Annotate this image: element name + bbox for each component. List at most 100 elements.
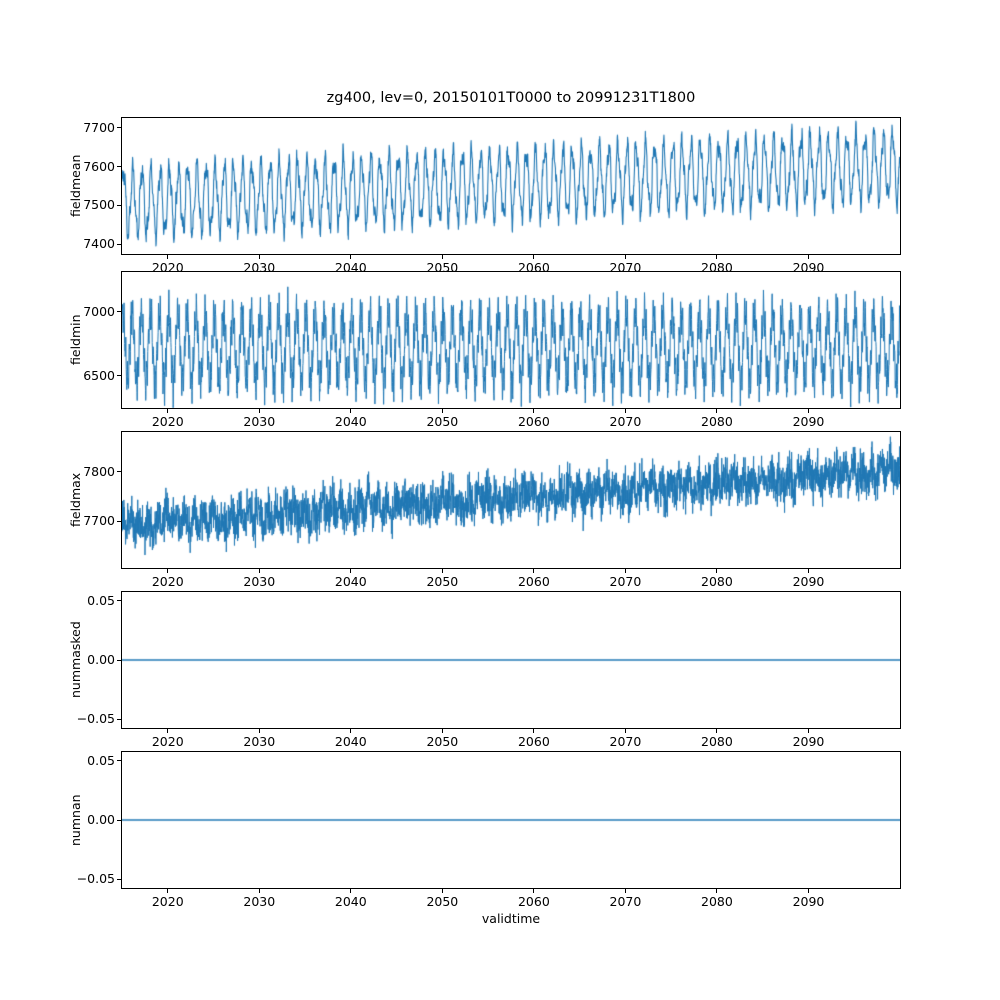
x-tick-mark (258, 255, 260, 259)
x-tick-mark (624, 729, 626, 733)
x-tick-label: 2060 (517, 894, 550, 909)
x-tick-mark (533, 729, 535, 733)
y-tick-mark (117, 204, 121, 206)
x-tick-label: 2080 (701, 894, 733, 909)
x-tick-label: 2040 (334, 574, 367, 589)
x-tick-label: 2090 (792, 734, 825, 749)
y-axis-label-fieldmax: fieldmax (68, 472, 83, 528)
x-tick-mark (350, 889, 352, 893)
y-tick-mark (117, 243, 121, 245)
nummasked-line-canvas (122, 592, 900, 728)
x-tick-mark (533, 569, 535, 573)
y-tick-mark (117, 520, 121, 522)
x-tick-mark (807, 569, 809, 573)
y-tick-label: 7400 (83, 236, 115, 252)
x-tick-label: 2070 (609, 574, 642, 589)
y-tick-label: −0.05 (76, 711, 115, 727)
y-tick-mark (117, 600, 121, 602)
x-tick-label: 2060 (517, 734, 550, 749)
x-tick-mark (167, 729, 169, 733)
subplot-fieldmin (121, 271, 901, 409)
y-tick-mark (117, 127, 121, 129)
x-tick-mark (441, 255, 443, 259)
subplot-fieldmean (121, 117, 901, 255)
x-tick-label: 2030 (243, 414, 276, 429)
subplot-fieldmax (121, 431, 901, 569)
x-tick-label: 2040 (334, 414, 367, 429)
x-tick-mark (807, 255, 809, 259)
y-tick-label: 7000 (83, 303, 115, 319)
x-tick-mark (533, 889, 535, 893)
fieldmean-line-canvas (122, 118, 900, 254)
y-tick-label: 7500 (83, 197, 115, 213)
x-tick-label: 2040 (334, 734, 367, 749)
y-tick-label: 6500 (83, 367, 115, 383)
y-tick-mark (117, 471, 121, 473)
y-axis-label-fieldmean: fieldmean (68, 154, 83, 218)
y-tick-mark (117, 311, 121, 313)
y-tick-mark (117, 760, 121, 762)
x-tick-label: 2030 (243, 734, 276, 749)
x-tick-label: 2070 (609, 894, 642, 909)
y-tick-label: 0.05 (87, 752, 115, 768)
x-tick-mark (258, 889, 260, 893)
y-tick-mark (117, 878, 121, 880)
y-tick-mark (117, 166, 121, 168)
x-tick-label: 2020 (151, 574, 184, 589)
x-tick-label: 2080 (701, 414, 733, 429)
x-tick-mark (167, 255, 169, 259)
x-tick-mark (258, 729, 260, 733)
x-tick-mark (533, 255, 535, 259)
x-tick-mark (258, 569, 260, 573)
x-tick-mark (624, 889, 626, 893)
x-tick-label: 2030 (243, 894, 276, 909)
x-tick-mark (350, 255, 352, 259)
x-tick-label: 2070 (609, 734, 642, 749)
x-tick-mark (807, 889, 809, 893)
x-tick-mark (716, 569, 718, 573)
x-tick-label: 2070 (609, 414, 642, 429)
y-tick-label: 0.00 (87, 812, 115, 827)
x-tick-mark (441, 569, 443, 573)
x-tick-mark (624, 569, 626, 573)
x-tick-label: 2080 (701, 734, 733, 749)
y-tick-label: −0.05 (76, 871, 115, 887)
subplot-nummasked (121, 591, 901, 729)
x-tick-mark (624, 409, 626, 413)
x-axis-label: validtime (481, 911, 541, 926)
y-tick-mark (117, 718, 121, 720)
x-tick-mark (807, 409, 809, 413)
x-tick-label: 2080 (701, 574, 733, 589)
x-tick-label: 2050 (426, 734, 459, 749)
x-tick-label: 2090 (792, 414, 825, 429)
x-tick-label: 2050 (426, 414, 459, 429)
x-tick-mark (441, 729, 443, 733)
y-tick-label: 0.00 (87, 652, 115, 667)
x-tick-label: 2050 (426, 574, 459, 589)
x-tick-label: 2090 (792, 894, 825, 909)
y-tick-label: 7700 (83, 119, 115, 135)
x-tick-mark (441, 409, 443, 413)
y-tick-label: 0.05 (87, 592, 115, 608)
y-tick-mark (117, 659, 121, 661)
x-tick-label: 2020 (151, 734, 184, 749)
y-tick-label: 7800 (83, 463, 115, 479)
x-tick-mark (350, 729, 352, 733)
numnan-line-canvas (122, 752, 900, 888)
x-tick-label: 2060 (517, 414, 550, 429)
y-tick-mark (117, 819, 121, 821)
x-tick-label: 2060 (517, 574, 550, 589)
x-tick-mark (716, 409, 718, 413)
subplot-numnan (121, 751, 901, 889)
x-tick-label: 2020 (151, 414, 184, 429)
x-tick-mark (807, 729, 809, 733)
fieldmin-line-canvas (122, 272, 900, 408)
x-tick-mark (167, 569, 169, 573)
x-tick-label: 2090 (792, 574, 825, 589)
x-tick-label: 2050 (426, 894, 459, 909)
x-tick-mark (533, 409, 535, 413)
y-tick-mark (117, 375, 121, 377)
x-tick-mark (624, 255, 626, 259)
x-tick-mark (167, 409, 169, 413)
x-tick-mark (167, 889, 169, 893)
